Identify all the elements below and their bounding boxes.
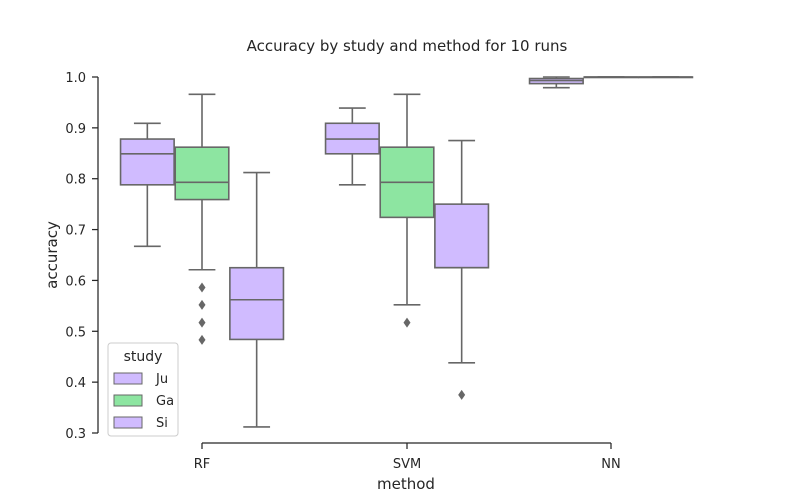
box-ju-nn <box>528 76 584 89</box>
box-si-svm <box>434 139 490 400</box>
x-tick-label: SVM <box>393 457 421 472</box>
legend: study Ju Ga Si <box>107 342 179 437</box>
box-body <box>119 138 175 186</box>
legend-swatch <box>113 372 143 385</box>
x-tick-label: RF <box>194 457 211 472</box>
x-tick-label: NN <box>601 457 620 472</box>
y-tick-label: 0.3 <box>65 427 86 442</box>
x-axis: RF SVM NN <box>194 442 621 472</box>
box-body <box>174 146 230 201</box>
box-ga-nn <box>583 76 639 79</box>
box-ga-rf <box>174 93 230 345</box>
outlier-point <box>458 389 466 400</box>
y-tick-label: 0.7 <box>65 224 86 239</box>
plot-area <box>119 76 694 428</box>
y-tick-label: 0.6 <box>65 274 86 289</box>
y-tick-label: 0.4 <box>65 376 86 391</box>
legend-item-ju: Ju <box>113 372 168 387</box>
box-ga-svm <box>379 93 435 328</box>
y-axis-label: accuracy <box>43 221 61 289</box>
outlier-point <box>198 299 206 310</box>
y-tick-label: 0.8 <box>65 173 86 188</box>
legend-swatch <box>113 394 143 407</box>
x-axis-label: method <box>377 475 435 493</box>
box-ju-svm <box>324 107 380 186</box>
y-tick-label: 1.0 <box>65 71 86 86</box>
box-body <box>434 203 490 269</box>
legend-item-ga: Ga <box>113 394 174 409</box>
legend-frame <box>107 342 179 437</box>
chart-title: Accuracy by study and method for 10 runs <box>247 37 568 55</box>
outlier-point <box>198 282 206 293</box>
legend-swatch <box>113 416 143 429</box>
y-axis: 0.3 0.4 0.5 0.6 0.7 0.8 0.9 1.0 <box>65 71 99 442</box>
box-si-nn <box>638 76 694 79</box>
legend-label: Ga <box>156 394 174 409</box>
outlier-point <box>198 317 206 328</box>
box-ju-rf <box>119 122 175 248</box>
legend-item-si: Si <box>113 416 168 431</box>
legend-title: study <box>124 349 163 365</box>
legend-label: Si <box>156 416 168 431</box>
box-body <box>229 266 285 341</box>
y-tick-label: 0.9 <box>65 122 86 137</box>
y-tick-label: 0.5 <box>65 325 86 340</box>
outlier-point <box>198 334 206 345</box>
box-si-rf <box>229 171 285 428</box>
legend-label: Ju <box>155 372 168 387</box>
outlier-point <box>403 317 411 328</box>
